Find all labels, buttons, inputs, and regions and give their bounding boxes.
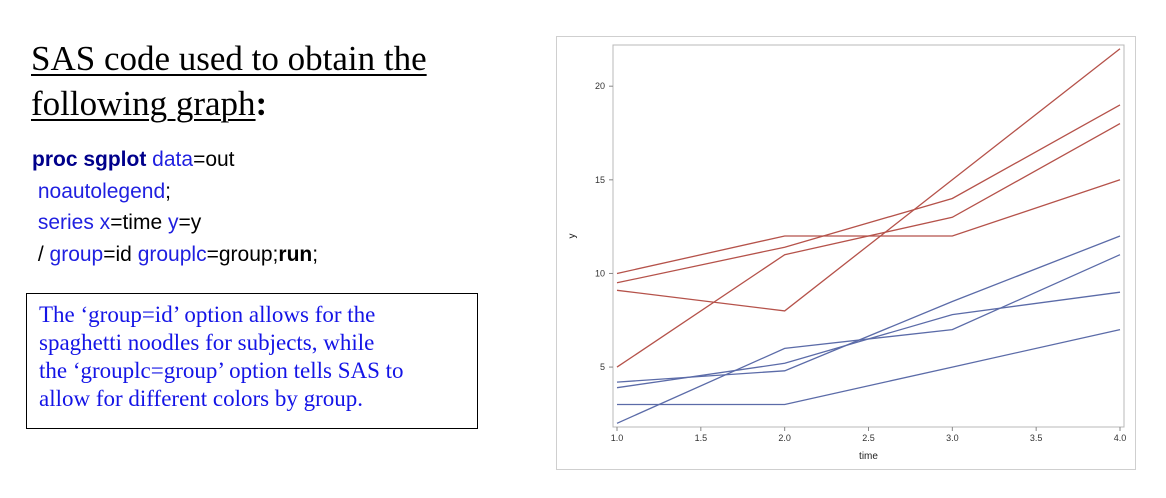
series-line-1 [616,179,1121,275]
y-tick-label: 5 [600,362,605,372]
code-data-option: data [146,148,194,171]
series-line-3 [616,48,1121,312]
x-tick-label: 2.5 [862,433,875,443]
code-y-value: =y [178,211,202,234]
x-axis-label: time [859,451,878,462]
code-slash: / [32,242,50,266]
code-time-value: =time [110,211,168,234]
note-line-3: the ‘grouplc=group’ option tells SAS to [39,358,404,383]
series-line-5 [616,235,1121,383]
series-line-2 [616,104,1121,284]
x-tick-label: 1.5 [695,433,708,443]
title-line-2: following graph [31,84,256,123]
code-line-3: series x=time y=y [32,207,452,239]
y-tick-label: 15 [595,175,605,185]
code-group-value: =group; [206,242,279,266]
x-tick-label: 1.0 [611,433,624,443]
note-line-2: spaghetti noodles for subjects, while [39,330,375,355]
code-run-keyword: run [278,242,313,266]
spaghetti-plot: 1.0 1.5 2.0 2.5 3.0 3.5 4.0 5 10 15 20 time y [556,36,1136,470]
series-line-6 [616,291,1121,389]
note-line-4: allow for different colors by group. [39,386,364,411]
chart-svg: 1.0 1.5 2.0 2.5 3.0 3.5 4.0 5 10 15 20 time y [567,44,1127,462]
series-line-8 [617,328,1121,406]
series-line-4 [616,123,1121,368]
code-line-1: proc sgplot data=out [32,144,452,176]
x-tick-label: 2.0 [778,433,791,443]
code-line-4: / group=id grouplc=group;run; [32,239,452,271]
code-final-semicolon: ; [312,242,319,266]
title-line-1: SAS code used to obtain the [31,39,427,78]
code-series-x-option: series x [32,211,111,234]
sas-code-block: proc sgplot data=out noautolegend; serie… [32,144,452,270]
code-y-option: y [167,211,179,234]
code-group-option: group [49,242,104,266]
title-colon: : [255,84,268,123]
x-tick-label: 4.0 [1114,433,1127,443]
y-tick-label: 10 [595,268,605,278]
code-semicolon: ; [165,179,171,203]
code-line-2: noautolegend; [32,176,452,208]
y-axis-label: y [567,234,578,239]
y-tick-label: 20 [595,81,605,91]
x-tick-label: 3.0 [946,433,959,443]
note-line-1: The ‘group=id’ option allows for the [39,302,376,327]
code-proc-keyword: proc sgplot [32,148,147,171]
code-id-value: =id [103,242,138,266]
explanation-box: The ‘group=id’ option allows for the spa… [26,293,478,429]
slide-title: SAS code used to obtain the following gr… [31,36,511,126]
x-tick-label: 3.5 [1030,433,1043,443]
code-grouplc-option: grouplc [137,242,207,266]
code-data-value: =out [193,148,235,171]
series-line-7 [616,254,1121,424]
code-noautolegend-option: noautolegend [32,179,166,203]
